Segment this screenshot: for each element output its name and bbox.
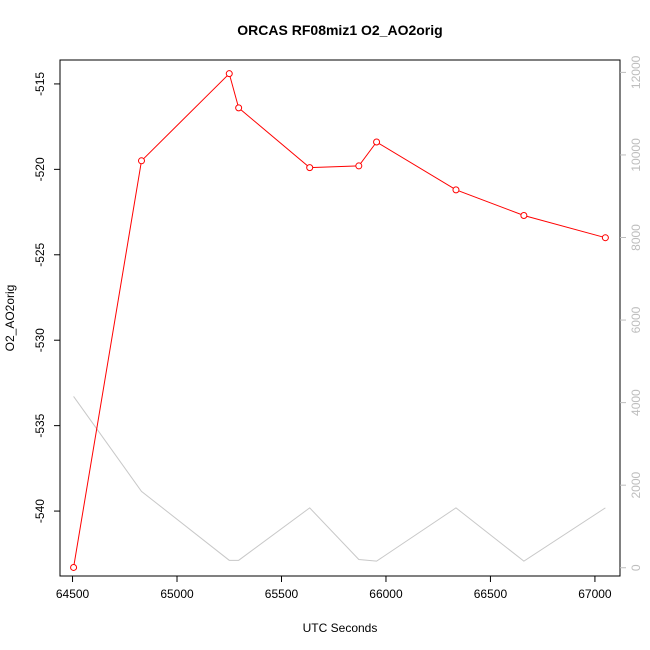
y-left-tick-label-0: -540 xyxy=(33,499,47,523)
series-0-point-1 xyxy=(137,157,145,165)
y-right-tick-label-0: 0 xyxy=(629,564,643,571)
series-0-line xyxy=(73,72,606,568)
x-axis-label: UTC Seconds xyxy=(303,621,378,635)
y-axis-label: O2_AO2orig xyxy=(3,285,17,352)
y-axis-left: -540 -535 -530 -525 -520 -515 xyxy=(33,72,60,523)
y-left-tick-label-4: -520 xyxy=(33,157,47,181)
x-tick-label-3: 66000 xyxy=(369,587,403,601)
x-tick-label-4: 66500 xyxy=(474,587,508,601)
y-left-tick-label-5: -515 xyxy=(33,72,47,96)
series-0-point-7 xyxy=(452,186,460,194)
series-1-line xyxy=(73,396,606,562)
x-tick-label-1: 65000 xyxy=(160,587,194,601)
series-0-point-9 xyxy=(601,234,609,242)
series-0-point-2 xyxy=(225,70,233,78)
series-layer xyxy=(70,70,609,571)
x-axis: 64500 65000 65500 66000 66500 67000 xyxy=(56,576,612,601)
y-left-tick-label-2: -530 xyxy=(33,328,47,352)
y-left-tick-label-3: -525 xyxy=(33,242,47,266)
y-right-tick-label-6: 12000 xyxy=(629,55,643,89)
y-right-tick-label-4: 8000 xyxy=(629,224,643,251)
series-0-point-6 xyxy=(373,138,381,146)
y-right-tick-label-2: 4000 xyxy=(629,389,643,416)
x-tick-label-0: 64500 xyxy=(56,587,90,601)
series-0-point-0 xyxy=(70,563,78,571)
y-right-tick-label-1: 2000 xyxy=(629,472,643,499)
plot-frame xyxy=(59,59,621,577)
chart-title: ORCAS RF08miz1 O2_AO2orig xyxy=(237,22,442,38)
y-left-tick-label-1: -535 xyxy=(33,413,47,437)
series-0-point-3 xyxy=(235,104,243,112)
y-right-tick-label-3: 6000 xyxy=(629,306,643,333)
y-right-tick-label-5: 10000 xyxy=(629,138,643,172)
series-0-point-4 xyxy=(306,164,314,172)
x-tick-label-5: 67000 xyxy=(578,587,612,601)
series-0-point-8 xyxy=(520,211,528,219)
series-0-point-5 xyxy=(355,162,363,170)
y-axis-right: 0 2000 4000 6000 8000 10000 12000 xyxy=(620,55,643,571)
x-tick-label-2: 65500 xyxy=(265,587,299,601)
